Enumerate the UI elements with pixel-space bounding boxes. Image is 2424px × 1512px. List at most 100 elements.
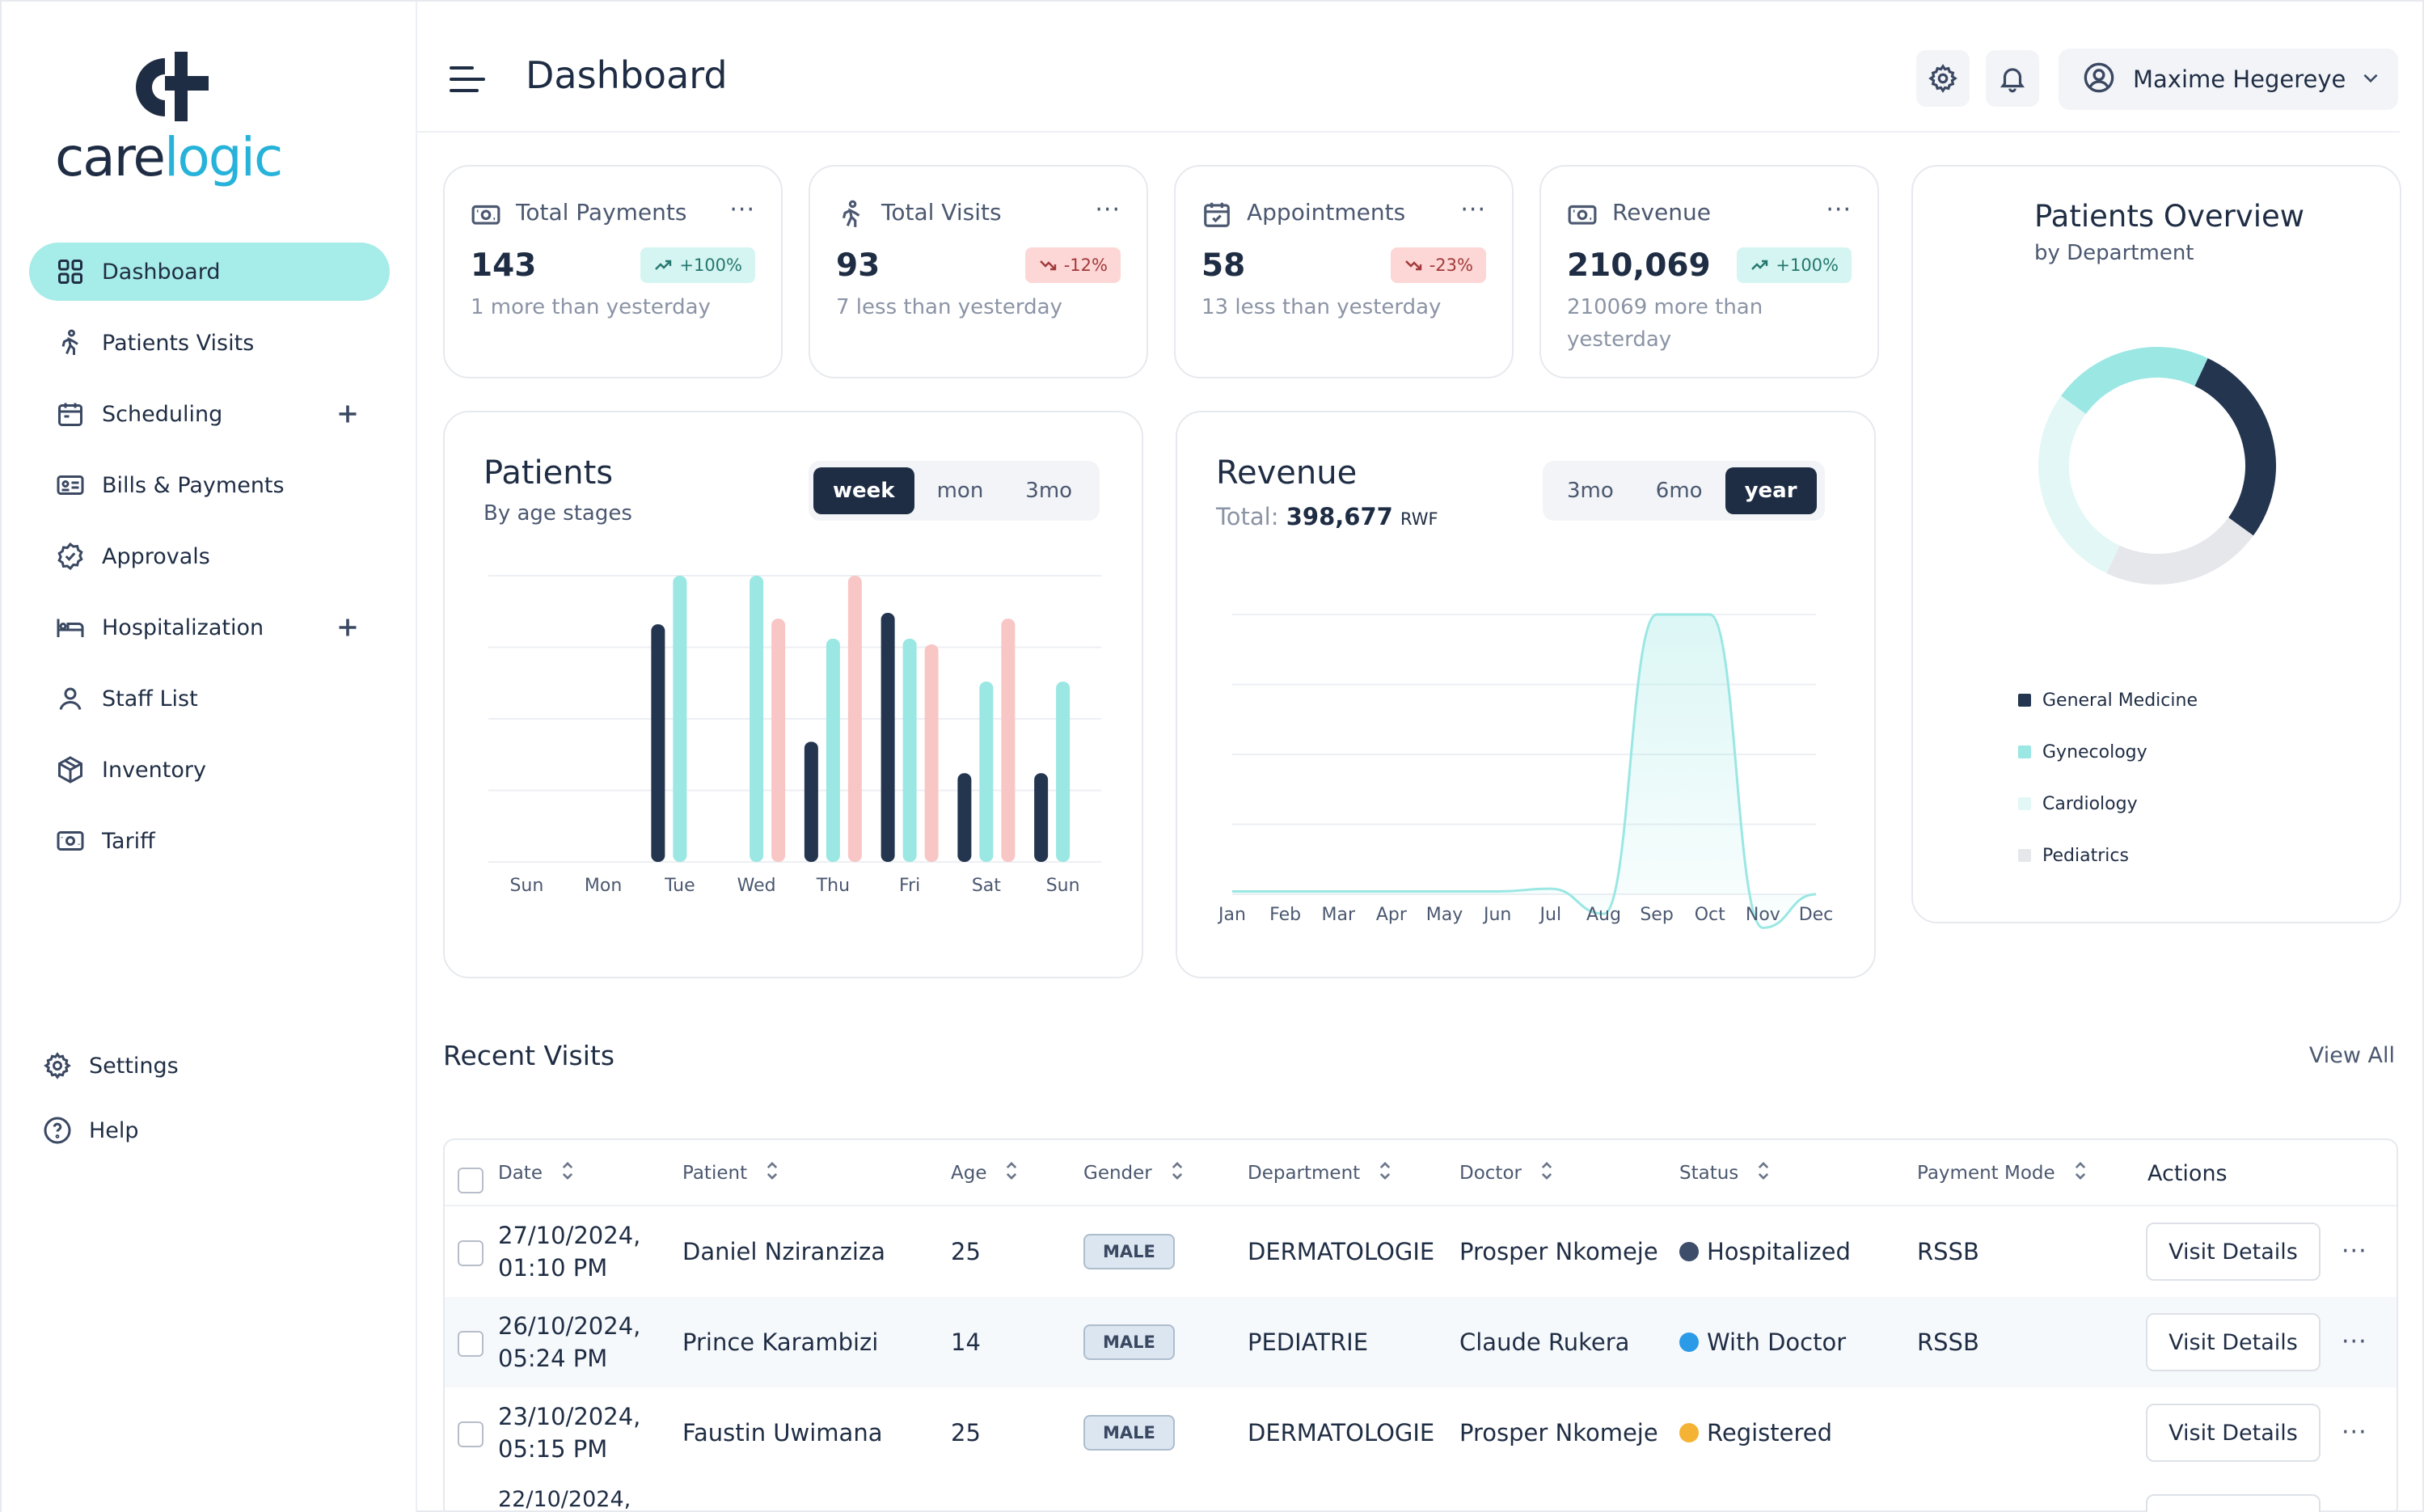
row-checkbox[interactable] — [458, 1421, 484, 1447]
sort-icon[interactable] — [560, 1160, 575, 1186]
more-options-icon[interactable]: ··· — [2342, 1418, 2367, 1447]
stat-card-revenue: Revenue ··· 210,069 +100% 210069 more than y… — [1539, 165, 1879, 378]
range-option-6mo[interactable]: 6mo — [1655, 479, 1703, 503]
column-header-department[interactable]: Department — [1248, 1140, 1392, 1206]
bar — [902, 638, 917, 862]
sidebar-item-approvals[interactable]: Approvals — [29, 527, 390, 585]
sidebar-nav: Dashboard Patients Visits Scheduling Bills … — [29, 243, 390, 883]
visit-details-button[interactable] — [2146, 1494, 2321, 1512]
trend-badge-value: +100% — [679, 256, 742, 275]
stat-card-appointments: Appointments ··· 58 -23% 13 less than yester… — [1174, 165, 1514, 378]
stat-title: Revenue — [1612, 199, 1711, 226]
status-label: Registered — [1707, 1419, 1833, 1447]
bar — [1034, 773, 1049, 862]
more-options-icon[interactable]: ··· — [1460, 196, 1486, 224]
carelogic-logo[interactable]: carelogic — [55, 52, 283, 189]
stat-subtext: 210069 more than yesterday — [1567, 295, 1763, 352]
range-option-mon[interactable]: mon — [936, 479, 984, 503]
logo-mark-icon — [136, 52, 209, 121]
column-header-patient[interactable]: Patient — [682, 1140, 779, 1206]
column-header-label: Age — [951, 1163, 987, 1184]
column-header-age[interactable]: Age — [951, 1140, 1019, 1206]
sidebar-item-tariff[interactable]: Tariff — [29, 812, 390, 870]
cell-gender: MALE — [1083, 1297, 1175, 1387]
sidebar-item-help[interactable]: Help — [29, 1101, 390, 1159]
range-option-3mo[interactable]: 3mo — [1567, 479, 1614, 503]
patients-chart-title: Patients — [484, 454, 614, 492]
notifications-button[interactable] — [1986, 50, 2039, 107]
bar — [826, 638, 840, 862]
sidebar-item-dashboard[interactable]: Dashboard — [29, 243, 390, 301]
receipt-icon — [55, 470, 86, 500]
plus-icon[interactable] — [333, 613, 362, 642]
sort-icon[interactable] — [765, 1160, 779, 1186]
x-tick-label: Aug — [1586, 905, 1621, 925]
stat-value: 58 — [1201, 247, 1246, 284]
more-options-icon[interactable]: ··· — [2342, 1237, 2367, 1265]
more-options-icon[interactable]: ··· — [1826, 196, 1852, 224]
column-header-payment-mode[interactable]: Payment Mode — [1917, 1140, 2088, 1206]
settings-button[interactable] — [1916, 50, 1970, 107]
sidebar-item-label: Scheduling — [102, 401, 223, 427]
trend-up-icon — [655, 260, 672, 270]
range-option-3mo[interactable]: 3mo — [1025, 479, 1073, 503]
x-tick-label: Oct — [1695, 905, 1725, 925]
more-options-icon[interactable]: ··· — [729, 196, 755, 224]
legend-swatch — [2018, 797, 2031, 810]
revenue-total-value: 398,677 — [1286, 503, 1393, 530]
sort-icon[interactable] — [1756, 1160, 1771, 1186]
range-option-year[interactable]: year — [1725, 467, 1817, 514]
row-checkbox[interactable] — [458, 1240, 484, 1266]
revenue-range-selector: 3mo 6mo year — [1543, 461, 1825, 521]
badge-check-icon — [55, 541, 86, 572]
sidebar-item-scheduling[interactable]: Scheduling — [29, 385, 390, 443]
column-header-gender[interactable]: Gender — [1083, 1140, 1185, 1206]
sort-icon[interactable] — [1378, 1160, 1392, 1186]
bar — [1001, 619, 1016, 862]
revenue-area-chart: Jan Feb Mar Apr May Jun Jul Aug Sep Oct Nov Dec — [1217, 613, 1833, 930]
sidebar-item-settings[interactable]: Settings — [29, 1037, 390, 1095]
patients-chart-card: Patients By age stages week mon 3mo Sun Mon… — [443, 411, 1143, 978]
visit-details-button[interactable]: Visit Details — [2146, 1223, 2321, 1281]
sort-icon[interactable] — [1539, 1160, 1554, 1186]
table-row: 27/10/2024, 01:10 PM Daniel Nziranziza 25 MA… — [445, 1206, 2397, 1297]
bar — [979, 681, 994, 862]
sidebar-item-patients-visits[interactable]: Patients Visits — [29, 314, 390, 372]
sort-icon[interactable] — [2073, 1160, 2088, 1186]
sort-icon[interactable] — [1004, 1160, 1019, 1186]
bar — [924, 644, 939, 862]
column-header-doctor[interactable]: Doctor — [1459, 1140, 1554, 1206]
trend-up-icon — [1751, 260, 1768, 270]
sort-icon[interactable] — [1170, 1160, 1185, 1186]
x-tick-label: Wed — [737, 876, 776, 896]
legend-item: General Medicine — [2018, 674, 2198, 726]
row-checkbox[interactable] — [458, 1331, 484, 1357]
more-options-icon[interactable]: ··· — [1095, 196, 1121, 224]
more-options-icon[interactable]: ··· — [2342, 1328, 2367, 1356]
column-header-label: Gender — [1083, 1163, 1152, 1184]
plus-icon[interactable] — [333, 399, 362, 429]
calendar-icon — [55, 399, 86, 429]
menu-toggle-icon[interactable] — [450, 65, 485, 94]
select-all-checkbox[interactable] — [458, 1168, 484, 1193]
sidebar-item-hospitalization[interactable]: Hospitalization — [29, 598, 390, 657]
sidebar-item-inventory[interactable]: Inventory — [29, 741, 390, 799]
sidebar-item-bills-payments[interactable]: Bills & Payments — [29, 456, 390, 514]
visit-date: 27/10/2024, — [498, 1222, 641, 1249]
cell-payment-mode: RSSB — [1917, 1328, 1979, 1356]
sidebar-item-staff-list[interactable]: Staff List — [29, 669, 390, 728]
column-header-status[interactable]: Status — [1679, 1140, 1771, 1206]
legend-swatch — [2018, 849, 2031, 862]
range-option-week[interactable]: week — [813, 467, 914, 514]
column-header-date[interactable]: Date — [498, 1140, 575, 1206]
sidebar-item-label: Dashboard — [102, 259, 221, 285]
visit-details-button[interactable]: Visit Details — [2146, 1313, 2321, 1371]
visit-details-button[interactable]: Visit Details — [2146, 1404, 2321, 1462]
sidebar: carelogic Dashboard Patients Visits Schedu… — [2, 2, 417, 1512]
x-tick-label: Mar — [1322, 905, 1356, 925]
user-menu-button[interactable]: Maxime Hegereye — [2059, 49, 2398, 110]
view-all-link[interactable]: View All — [2308, 1043, 2395, 1068]
revenue-line — [1232, 613, 1817, 930]
table-header-row: Date Patient Age Gender Department Doctor Stat… — [445, 1140, 2397, 1206]
